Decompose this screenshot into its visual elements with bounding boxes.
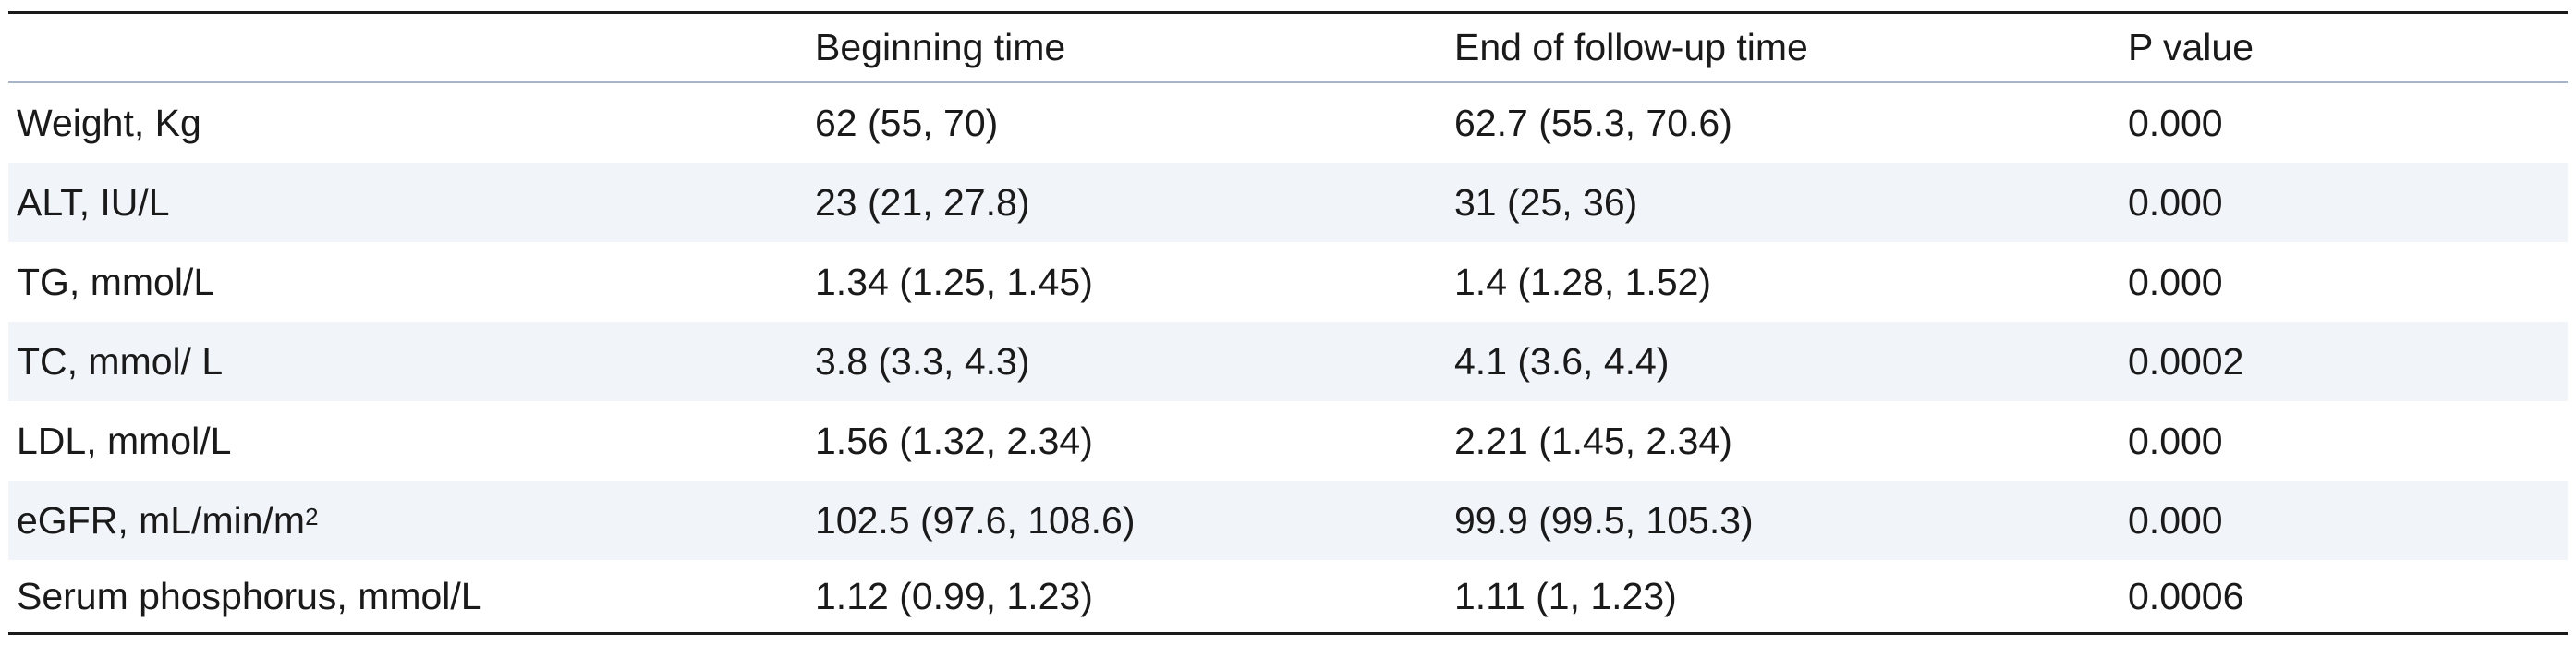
p-value: 0.0002 xyxy=(2128,339,2244,383)
header-cell-p-value: P value xyxy=(2128,26,2254,68)
p-value: 0.000 xyxy=(2128,180,2223,224)
beginning-value: 62 (55, 70) xyxy=(815,101,999,144)
table-row: eGFR, mL/min/m 2 102.5 (97.6, 108.6) 99.9… xyxy=(8,481,2568,560)
beginning-value: 1.56 (1.32, 2.34) xyxy=(815,419,1093,462)
end-value: 2.21 (1.45, 2.34) xyxy=(1454,419,1732,462)
row-label-text: eGFR, mL/min/m xyxy=(17,498,306,542)
row-label: Serum phosphorus, mmol/L xyxy=(17,574,482,617)
table-row: TC, mmol/ L 3.8 (3.3, 4.3) 4.1 (3.6, 4.4… xyxy=(8,322,2568,401)
row-label-superscript: 2 xyxy=(305,502,319,531)
p-value: 0.000 xyxy=(2128,419,2223,462)
row-label: ALT, IU/L xyxy=(17,180,170,224)
table-row: LDL, mmol/L 1.56 (1.32, 2.34) 2.21 (1.45… xyxy=(8,401,2568,481)
header-cell-beginning-time: Beginning time xyxy=(815,26,1066,68)
p-value: 0.0006 xyxy=(2128,574,2244,617)
table-row: ALT, IU/L 23 (21, 27.8) 31 (25, 36) 0.00… xyxy=(8,163,2568,242)
table-header-row: Beginning time End of follow-up time P v… xyxy=(8,14,2568,81)
p-value: 0.000 xyxy=(2128,498,2223,542)
p-value: 0.000 xyxy=(2128,260,2223,303)
end-value: 4.1 (3.6, 4.4) xyxy=(1454,339,1670,383)
table-header-rule xyxy=(8,81,2568,83)
table-row: Weight, Kg 62 (55, 70) 62.7 (55.3, 70.6)… xyxy=(8,83,2568,163)
beginning-value: 1.12 (0.99, 1.23) xyxy=(815,574,1093,617)
end-value: 62.7 (55.3, 70.6) xyxy=(1454,101,1732,144)
end-value: 99.9 (99.5, 105.3) xyxy=(1454,498,1754,542)
table-row: Serum phosphorus, mmol/L 1.12 (0.99, 1.2… xyxy=(8,560,2568,632)
end-value: 1.4 (1.28, 1.52) xyxy=(1454,260,1712,303)
row-label: TG, mmol/L xyxy=(17,260,215,303)
beginning-value: 102.5 (97.6, 108.6) xyxy=(815,498,1136,542)
beginning-value: 1.34 (1.25, 1.45) xyxy=(815,260,1093,303)
beginning-value: 23 (21, 27.8) xyxy=(815,180,1030,224)
beginning-value: 3.8 (3.3, 4.3) xyxy=(815,339,1030,383)
end-value: 1.11 (1, 1.23) xyxy=(1454,574,1677,617)
row-label: Weight, Kg xyxy=(17,101,201,144)
p-value: 0.000 xyxy=(2128,101,2223,144)
table-bottom-rule xyxy=(8,632,2568,635)
row-label: LDL, mmol/L xyxy=(17,419,232,462)
table-top-rule xyxy=(8,11,2568,14)
end-value: 31 (25, 36) xyxy=(1454,180,1638,224)
row-label: TC, mmol/ L xyxy=(17,339,224,383)
row-label: eGFR, mL/min/m 2 xyxy=(17,481,319,560)
table-row: TG, mmol/L 1.34 (1.25, 1.45) 1.4 (1.28, … xyxy=(8,242,2568,322)
header-cell-end-of-follow-up-time: End of follow-up time xyxy=(1454,26,1808,68)
